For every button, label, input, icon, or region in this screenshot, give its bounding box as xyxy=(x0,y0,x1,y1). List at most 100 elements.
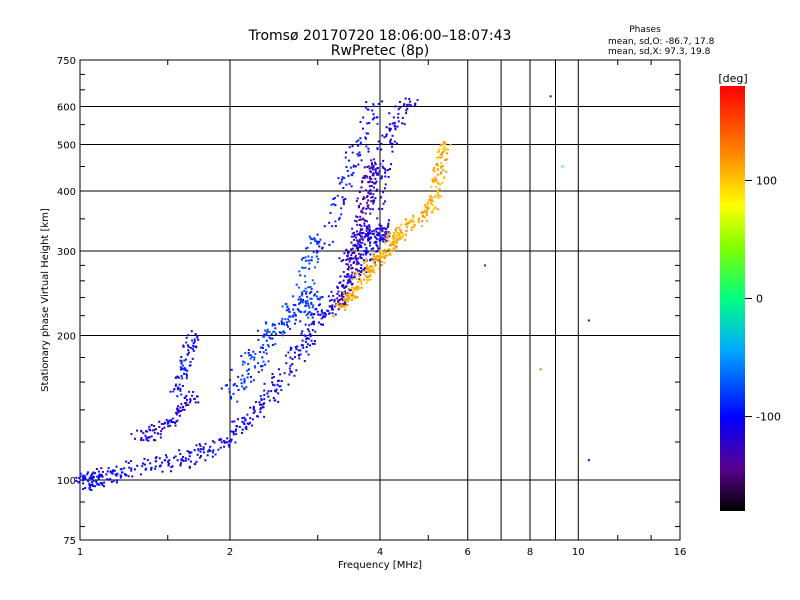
data-point xyxy=(381,229,384,232)
data-point xyxy=(343,275,346,278)
data-point xyxy=(256,415,259,418)
data-point xyxy=(361,208,364,211)
data-point xyxy=(373,116,376,119)
data-point xyxy=(331,306,334,309)
data-point xyxy=(243,379,246,382)
data-point xyxy=(160,430,163,433)
data-point xyxy=(351,277,354,280)
data-point xyxy=(423,216,426,219)
data-point xyxy=(330,203,333,206)
data-point xyxy=(403,103,406,106)
data-point xyxy=(309,332,312,335)
data-point xyxy=(342,304,345,307)
data-point xyxy=(179,406,182,409)
data-point xyxy=(268,330,271,333)
data-point xyxy=(394,245,397,248)
data-point xyxy=(404,218,407,221)
data-point xyxy=(339,302,342,305)
data-point xyxy=(290,371,293,374)
data-point xyxy=(260,399,263,402)
data-point xyxy=(259,346,262,349)
data-point xyxy=(379,237,382,240)
data-point xyxy=(363,166,366,169)
data-point xyxy=(350,185,353,188)
data-point xyxy=(253,365,256,368)
data-point xyxy=(311,238,314,241)
data-point xyxy=(395,234,398,237)
data-point xyxy=(357,240,360,243)
data-point xyxy=(351,145,354,148)
data-point xyxy=(317,242,320,245)
data-point xyxy=(430,186,433,189)
data-point xyxy=(375,173,378,176)
data-point xyxy=(144,434,147,437)
data-point xyxy=(251,418,254,421)
data-point xyxy=(127,462,130,465)
data-point xyxy=(358,151,361,154)
data-point xyxy=(439,156,442,159)
data-point xyxy=(359,143,362,146)
data-point xyxy=(109,471,112,474)
data-point xyxy=(431,210,434,213)
data-point xyxy=(268,336,271,339)
data-point xyxy=(333,305,336,308)
data-point xyxy=(324,315,327,318)
data-point xyxy=(384,183,387,186)
data-point xyxy=(291,363,294,366)
data-point xyxy=(340,207,343,210)
data-point xyxy=(244,351,247,354)
data-point xyxy=(186,353,189,356)
data-point xyxy=(333,299,336,302)
data-point xyxy=(376,249,379,252)
data-point xyxy=(185,377,188,380)
data-point xyxy=(381,234,384,237)
data-point xyxy=(363,243,366,246)
data-point xyxy=(186,450,189,453)
data-point xyxy=(306,337,309,340)
data-point xyxy=(440,166,443,169)
data-point xyxy=(388,167,391,170)
data-point xyxy=(183,359,186,362)
data-point xyxy=(355,236,358,239)
data-point xyxy=(308,267,311,270)
data-point xyxy=(296,345,299,348)
data-point xyxy=(300,291,303,294)
data-point xyxy=(346,254,349,257)
data-point xyxy=(305,350,308,353)
data-point xyxy=(313,266,316,269)
data-point xyxy=(350,254,353,257)
data-point xyxy=(350,241,353,244)
data-point xyxy=(366,267,369,270)
data-point xyxy=(136,464,139,467)
data-point xyxy=(388,235,391,238)
data-point xyxy=(199,444,202,447)
data-point xyxy=(387,240,390,243)
data-point xyxy=(188,390,191,393)
data-point xyxy=(187,349,190,352)
data-point xyxy=(124,474,127,477)
data-point xyxy=(301,301,304,304)
data-point xyxy=(363,268,366,271)
data-point xyxy=(394,230,397,233)
data-point xyxy=(99,475,102,478)
data-point xyxy=(82,474,85,477)
data-point xyxy=(310,290,313,293)
data-point xyxy=(289,315,292,318)
data-point xyxy=(158,420,161,423)
data-point xyxy=(265,332,268,335)
y-tick-label: 750 xyxy=(57,56,76,67)
data-point xyxy=(331,304,334,307)
data-point xyxy=(357,271,360,274)
data-point xyxy=(444,158,447,161)
data-point xyxy=(97,477,100,480)
data-point xyxy=(434,195,437,198)
data-point xyxy=(280,322,283,325)
data-point xyxy=(382,166,385,169)
data-point xyxy=(397,112,400,115)
data-point xyxy=(381,207,384,210)
y-tick-label: 300 xyxy=(57,247,76,258)
data-point xyxy=(164,459,167,462)
data-point xyxy=(395,245,398,248)
data-point xyxy=(191,347,194,350)
data-point xyxy=(362,218,365,221)
